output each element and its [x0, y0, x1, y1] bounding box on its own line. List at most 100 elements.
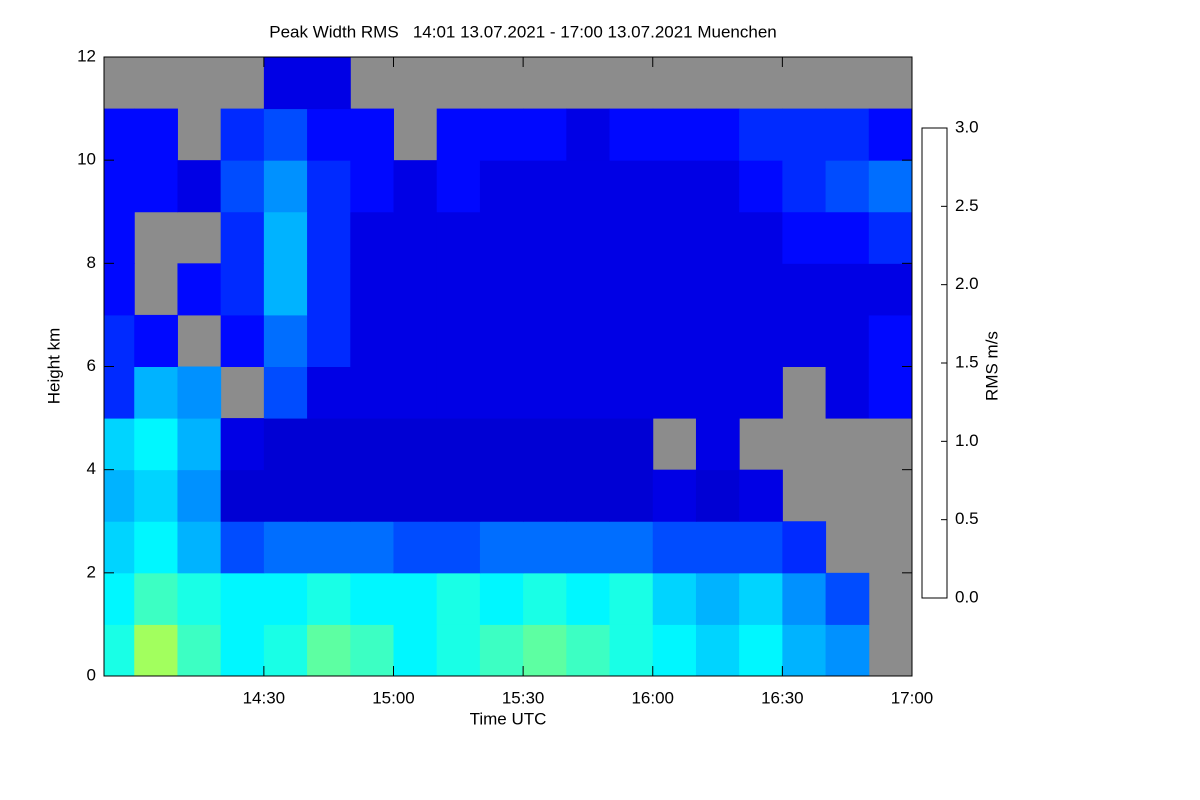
y-tick-label: 8	[87, 253, 96, 272]
heatmap-cell	[263, 624, 308, 677]
heatmap-cell	[523, 469, 567, 522]
heatmap-cell	[523, 108, 567, 161]
heatmap-cell	[177, 572, 222, 625]
heatmap-cell	[307, 211, 351, 264]
heatmap-cell	[104, 418, 135, 471]
heatmap-cell	[739, 160, 783, 213]
heatmap-cell	[782, 572, 827, 625]
heatmap-cell	[479, 263, 524, 316]
heatmap-cell	[393, 263, 438, 316]
colorbar-label: RMS m/s	[982, 331, 1001, 401]
heatmap-cell	[393, 160, 438, 213]
heatmap-cell	[868, 263, 913, 316]
chart-title: Peak Width RMS 14:01 13.07.2021 - 17:00 …	[269, 22, 777, 41]
y-axis-label: Height km	[44, 328, 63, 405]
heatmap-cell	[825, 108, 870, 161]
x-tick-label: 17:00	[891, 688, 934, 707]
heatmap-cell	[134, 418, 178, 471]
y-tick-label: 2	[87, 562, 96, 581]
heatmap-cell	[263, 572, 308, 625]
heatmap-cell	[307, 624, 351, 677]
heatmap-cell	[393, 314, 438, 367]
heatmap-cell	[436, 314, 481, 367]
heatmap-cell	[479, 572, 524, 625]
x-tick-label: 14:30	[243, 688, 286, 707]
heatmap-cell	[782, 521, 827, 574]
heatmap-cell	[307, 366, 351, 419]
heatmap-cell	[523, 521, 567, 574]
heatmap-cell	[104, 314, 135, 367]
heatmap-cell	[134, 624, 178, 677]
heatmap-cell	[350, 572, 394, 625]
heatmap-cell	[307, 263, 351, 316]
heatmap-cell	[104, 572, 135, 625]
heatmap-cell	[695, 572, 740, 625]
x-axis-label: Time UTC	[470, 709, 547, 728]
heatmap-cell	[609, 314, 654, 367]
heatmap-cell	[177, 418, 222, 471]
heatmap-cell	[739, 572, 783, 625]
heatmap-cell	[393, 418, 438, 471]
heatmap-cell	[436, 418, 481, 471]
heatmap-cell	[177, 263, 222, 316]
heatmap-cell	[479, 314, 524, 367]
heatmap-cell	[220, 624, 265, 677]
heatmap-cell	[220, 263, 265, 316]
heatmap-cell	[652, 263, 697, 316]
heatmap-cell	[695, 624, 740, 677]
heatmap-cell	[177, 521, 222, 574]
heatmap-cell	[566, 108, 611, 161]
heatmap-cell	[104, 469, 135, 522]
heatmap-cell	[739, 521, 783, 574]
heatmap-cell	[609, 418, 654, 471]
heatmap-cell	[479, 108, 524, 161]
heatmap-cell	[263, 160, 308, 213]
heatmap-cell	[523, 314, 567, 367]
heatmap-cell	[825, 366, 870, 419]
heatmap-cell	[350, 418, 394, 471]
heatmap-cell	[695, 366, 740, 419]
heatmap-cell	[566, 469, 611, 522]
heatmap-cell	[479, 160, 524, 213]
heatmap-cell	[609, 624, 654, 677]
heatmap-cell	[739, 108, 783, 161]
heatmap-cell	[263, 263, 308, 316]
heatmap-cell	[868, 108, 913, 161]
heatmap-cell	[566, 572, 611, 625]
colorbar-tick-label: 2.0	[955, 274, 979, 293]
heatmap-cell	[220, 418, 265, 471]
heatmap-cell	[695, 418, 740, 471]
heatmap-cell	[652, 572, 697, 625]
heatmap-cell	[104, 366, 135, 419]
x-tick-label: 15:00	[372, 688, 415, 707]
y-tick-label: 4	[87, 459, 96, 478]
heatmap-cell	[350, 263, 394, 316]
heatmap-cell	[436, 263, 481, 316]
heatmap-cell	[134, 160, 178, 213]
heatmap-cell	[825, 263, 870, 316]
heatmap-cell	[695, 469, 740, 522]
heatmap-cell	[566, 521, 611, 574]
heatmap-cell	[307, 572, 351, 625]
heatmap-cell	[609, 469, 654, 522]
heatmap-cell	[263, 418, 308, 471]
heatmap-cell	[220, 469, 265, 522]
heatmap-cell	[609, 263, 654, 316]
heatmap-cell	[134, 314, 178, 367]
heatmap-cell	[220, 211, 265, 264]
heatmap-cell	[609, 211, 654, 264]
heatmap-cell	[825, 160, 870, 213]
heatmap-cell	[436, 108, 481, 161]
heatmap-cell	[479, 211, 524, 264]
heatmap-cell	[393, 521, 438, 574]
heatmap-cell	[652, 160, 697, 213]
heatmap-cell	[695, 211, 740, 264]
heatmap-cell	[436, 521, 481, 574]
heatmap-cell	[307, 57, 351, 110]
heatmap-cell	[652, 366, 697, 419]
heatmap-cell	[825, 624, 870, 677]
heatmap-cell	[523, 366, 567, 419]
heatmap-cell	[134, 572, 178, 625]
heatmap-cell	[104, 160, 135, 213]
